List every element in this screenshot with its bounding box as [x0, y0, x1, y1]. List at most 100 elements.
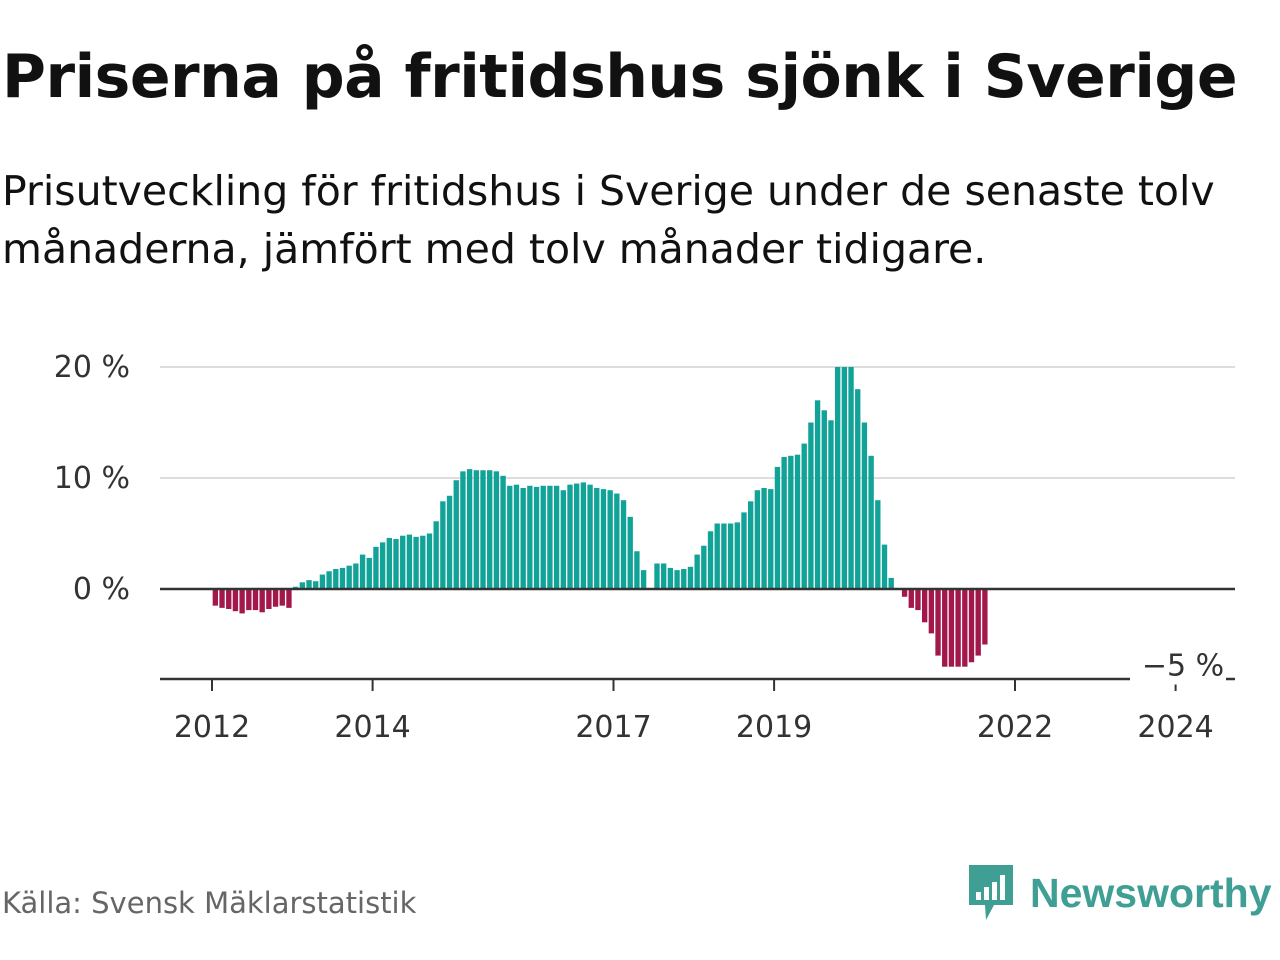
bar-negative [246, 589, 252, 611]
bar-negative [948, 589, 955, 667]
bar-positive [754, 490, 761, 589]
bar-positive [406, 534, 413, 589]
bar-positive [774, 466, 781, 589]
bar-positive [520, 487, 526, 589]
bar-positive [433, 521, 439, 589]
bar-positive [861, 422, 868, 589]
bar-positive [319, 574, 326, 589]
annotation-background [1130, 648, 1226, 685]
bar-positive [600, 489, 607, 589]
bar-positive [353, 563, 359, 589]
bar-positive [721, 523, 727, 589]
bar-positive [480, 470, 486, 589]
bar-positive [801, 443, 807, 589]
bar-negative [901, 589, 908, 597]
bar-positive [587, 484, 593, 589]
axis-labels: 0 % 10 % 20 % 2012 2014 2017 2019 2022 2024 −5 % [54, 350, 1226, 745]
bar-positive [473, 470, 479, 589]
bar-negative [226, 589, 232, 609]
bar-positive [841, 367, 848, 589]
bar-positive [527, 485, 533, 589]
bar-negative [266, 589, 272, 609]
bar-positive [547, 485, 553, 589]
bar-positive [540, 485, 546, 589]
bar-negative [955, 589, 961, 667]
bar-positive [681, 569, 687, 589]
x-tick-label: 2019 [736, 710, 812, 745]
chart-subtitle: Prisutveckling för fritidshus i Sverige … [2, 167, 1215, 273]
bar-positive [707, 531, 714, 589]
bar-positive [814, 400, 821, 589]
bar-positive [420, 535, 426, 589]
bar-negative [975, 589, 981, 656]
bar-positive [741, 512, 747, 589]
x-tick-label: 2017 [575, 710, 651, 745]
y-tick-label: 10 % [54, 461, 130, 496]
bar-negative [219, 589, 225, 608]
bar-positive [513, 484, 520, 589]
bar-positive [487, 470, 493, 589]
bar-positive [727, 523, 734, 589]
bar-positive [734, 522, 740, 589]
x-tick-label: 2014 [334, 710, 410, 745]
bar-positive [346, 565, 352, 589]
bar-positive [366, 557, 372, 589]
bar-negative [935, 589, 941, 656]
x-tick-label: 2022 [977, 710, 1053, 745]
y-tick-label: 0 % [73, 572, 130, 607]
bar-positive [640, 570, 647, 589]
bar-positive [794, 454, 801, 589]
bar-positive [667, 567, 674, 589]
bar-positive [533, 486, 540, 589]
bar-positive [881, 544, 888, 589]
latest-value-label: −5 % [1142, 649, 1224, 684]
bar-positive [788, 455, 794, 589]
bar-positive [694, 554, 700, 589]
bar-positive [661, 563, 667, 589]
gridlines [160, 366, 1235, 479]
bar-positive [768, 489, 774, 589]
bar-positive [607, 490, 613, 589]
bar-negative [908, 589, 914, 608]
bar-negative [232, 589, 239, 612]
bar-positive [634, 551, 640, 589]
bar-positive [580, 482, 587, 589]
bar-positive [848, 367, 854, 589]
bar-positive [493, 471, 500, 589]
bar-positive [627, 516, 633, 589]
newsworthy-logo[interactable]: Newsworthy [966, 862, 1272, 924]
bar-negative [962, 589, 968, 667]
bar-positive [460, 471, 466, 589]
bar-negative [259, 589, 265, 613]
bar-negative [279, 589, 285, 606]
bar-positive [834, 367, 841, 589]
bar-positive [379, 542, 386, 589]
bar-positive [687, 566, 694, 589]
bar-positive [400, 535, 406, 589]
x-tick-label: 2012 [174, 710, 250, 745]
bar-positive [701, 545, 707, 589]
bar-positive [359, 554, 366, 589]
bar-negative [915, 589, 921, 611]
bar-positive [313, 581, 319, 589]
bar-positive [714, 523, 720, 589]
bar-positive [868, 455, 874, 589]
bar-positive [393, 539, 399, 589]
bar-positive [761, 487, 767, 589]
bar-positive [333, 569, 339, 589]
bar-positive [888, 577, 894, 589]
bar-positive [500, 475, 506, 589]
bar-positive [373, 546, 379, 589]
bar-negative [928, 589, 935, 634]
bar-negative [942, 589, 948, 667]
bar-positive [808, 422, 814, 589]
bar-positive [828, 420, 834, 589]
bar-negative [968, 589, 975, 663]
bar-positive [306, 580, 312, 589]
axes [160, 587, 1235, 691]
chart-title: Priserna på fritidshus sjönk i Sverige [2, 42, 1238, 112]
bar-negative [286, 589, 292, 608]
source-note: Källa: Svensk Mäklarstatistik [2, 886, 417, 920]
bar-positive [299, 582, 306, 589]
brand-name: Newsworthy [1030, 869, 1272, 916]
